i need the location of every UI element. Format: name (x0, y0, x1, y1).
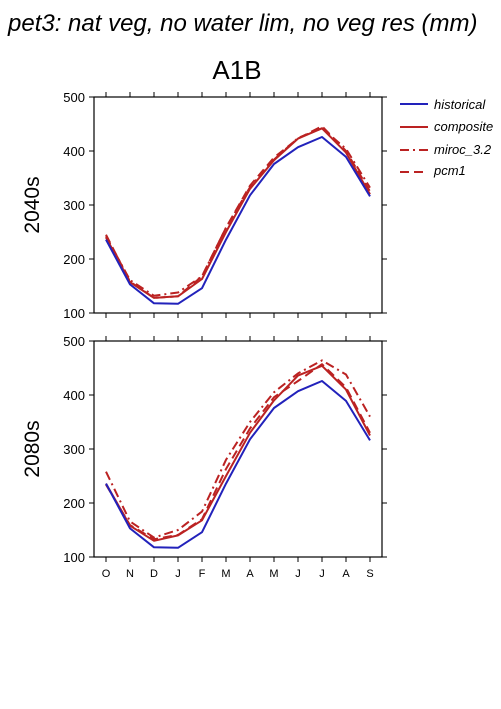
panel2-ytick-label: 400 (63, 388, 85, 403)
panel2-month-label: S (366, 568, 373, 580)
legend-item-pcm1: pcm1 (400, 163, 466, 178)
panel2-month-label: O (102, 568, 111, 580)
panel2-month-label: J (319, 568, 325, 580)
panel1-ytick-label: 400 (63, 144, 85, 159)
panel2-month-label: J (295, 568, 301, 580)
panel2-month-label: A (246, 568, 254, 580)
panel2-month-label: F (199, 568, 206, 580)
panel-2080s: 100 200 300 400 500 O N D J F M A M J J A S (63, 334, 387, 580)
panel1-ytick-label: 500 (63, 90, 85, 105)
panel2-series-miroc-3-2 (105, 359, 371, 539)
panel2-month-label: M (221, 568, 230, 580)
legend-item-composite: composite (400, 119, 493, 134)
panel2-ytick-label: 300 (63, 442, 85, 457)
panel1-series-miroc-3-2 (105, 127, 371, 297)
legend-item-historical: historical (400, 97, 486, 112)
scenario-title: A1B (212, 55, 261, 85)
panel2-series-historical (105, 380, 371, 549)
panel-2040s-ylabel: 2040s (21, 176, 44, 233)
legend-label-historical: historical (434, 97, 486, 112)
panel1-series-composite (105, 127, 371, 299)
legend-label-miroc: miroc_3.2 (434, 142, 492, 157)
panel2-series-pcm1 (105, 363, 371, 541)
panel2-month-label: D (150, 568, 158, 580)
panel1-ytick-label: 200 (63, 252, 85, 267)
panel2-month-label: N (126, 568, 134, 580)
figure-title: pet3: nat veg, no water lim, no veg res … (7, 10, 478, 37)
panel2-month-label: A (342, 568, 350, 580)
legend-item-miroc: miroc_3.2 (400, 142, 492, 157)
panel2-ytick-label: 100 (63, 550, 85, 565)
panel-2040s: 100 200 300 400 500 (63, 90, 387, 321)
panel2-ytick-label: 200 (63, 496, 85, 511)
panel2-ytick-label: 500 (63, 334, 85, 349)
panel2-month-label: J (175, 568, 181, 580)
panel2-frame (93, 340, 383, 558)
panel1-ytick-label: 300 (63, 198, 85, 213)
panel2-month-label: M (269, 568, 278, 580)
panel1-series-historical (105, 136, 371, 305)
panel-2080s-ylabel: 2080s (21, 420, 44, 477)
panel2-series-composite (105, 364, 371, 542)
legend-label-composite: composite (434, 119, 493, 134)
panel1-ytick-label: 100 (63, 306, 85, 321)
legend: historical composite miroc_3.2 pcm1 (400, 97, 493, 178)
legend-label-pcm1: pcm1 (433, 163, 466, 178)
